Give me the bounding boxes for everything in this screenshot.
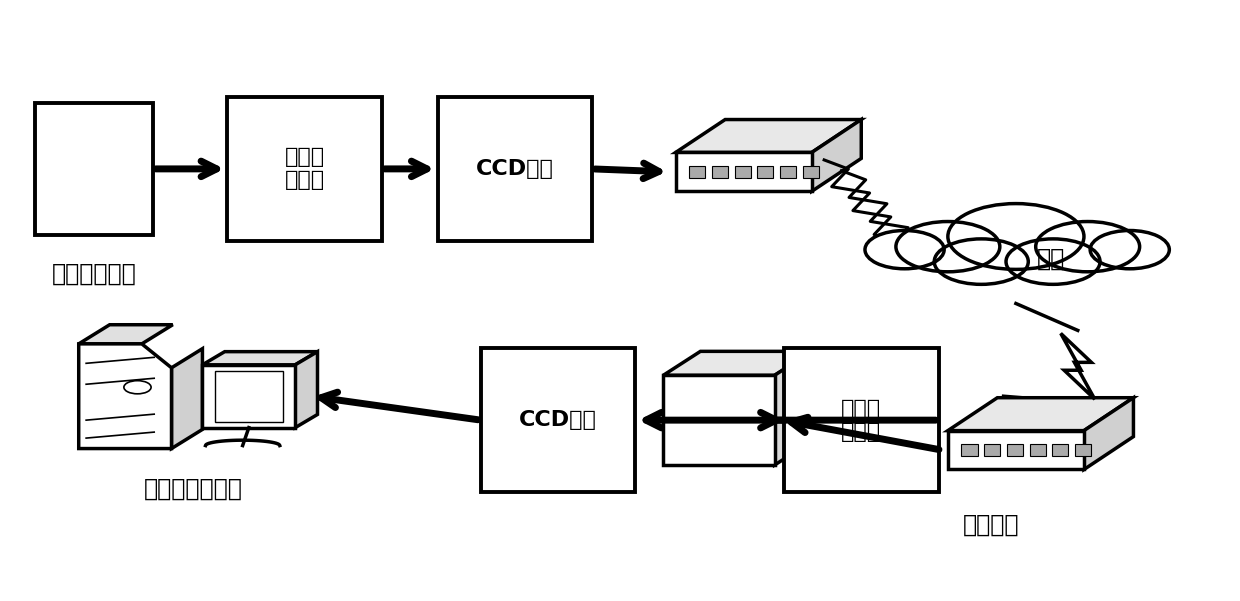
- Circle shape: [1006, 239, 1100, 284]
- Bar: [712, 166, 728, 178]
- Polygon shape: [676, 153, 812, 191]
- Polygon shape: [78, 344, 171, 448]
- Polygon shape: [947, 398, 1133, 430]
- Bar: [227, 97, 382, 240]
- Polygon shape: [663, 352, 812, 375]
- Polygon shape: [78, 325, 172, 344]
- Bar: [961, 444, 977, 456]
- Polygon shape: [676, 120, 862, 153]
- Polygon shape: [1084, 398, 1133, 469]
- Bar: [1053, 444, 1069, 456]
- Polygon shape: [663, 375, 775, 465]
- Text: 存储及显示设备: 存储及显示设备: [144, 477, 243, 501]
- Text: CCD成像: CCD成像: [476, 159, 554, 179]
- Polygon shape: [202, 352, 317, 365]
- Polygon shape: [295, 352, 317, 428]
- Bar: [1007, 444, 1023, 456]
- Bar: [689, 166, 706, 178]
- Circle shape: [1090, 231, 1169, 269]
- Bar: [215, 371, 283, 422]
- Circle shape: [934, 239, 1028, 284]
- Polygon shape: [1060, 334, 1095, 399]
- Bar: [481, 349, 635, 492]
- Bar: [802, 166, 818, 178]
- Text: 电光转换: 电光转换: [963, 513, 1019, 537]
- Bar: [1029, 444, 1045, 456]
- Bar: [1075, 444, 1091, 456]
- Bar: [985, 444, 1001, 456]
- Polygon shape: [202, 365, 295, 428]
- Polygon shape: [947, 430, 1084, 469]
- Bar: [758, 166, 774, 178]
- Bar: [36, 103, 153, 235]
- Text: 光学解
密镜头: 光学解 密镜头: [841, 398, 882, 442]
- Circle shape: [1035, 222, 1140, 272]
- Bar: [734, 166, 750, 178]
- Circle shape: [897, 222, 999, 272]
- Circle shape: [866, 231, 944, 269]
- Polygon shape: [171, 349, 202, 448]
- Text: CCD成像: CCD成像: [520, 410, 598, 430]
- Text: 光学成像镜组: 光学成像镜组: [52, 261, 136, 285]
- Bar: [784, 349, 939, 492]
- Bar: [438, 97, 593, 240]
- Polygon shape: [775, 352, 812, 465]
- Polygon shape: [812, 120, 862, 191]
- Bar: [780, 166, 796, 178]
- Text: 光学加
密镜头: 光学加 密镜头: [284, 147, 325, 191]
- Circle shape: [124, 380, 151, 394]
- Circle shape: [947, 204, 1084, 269]
- Text: 网络: 网络: [1037, 246, 1065, 270]
